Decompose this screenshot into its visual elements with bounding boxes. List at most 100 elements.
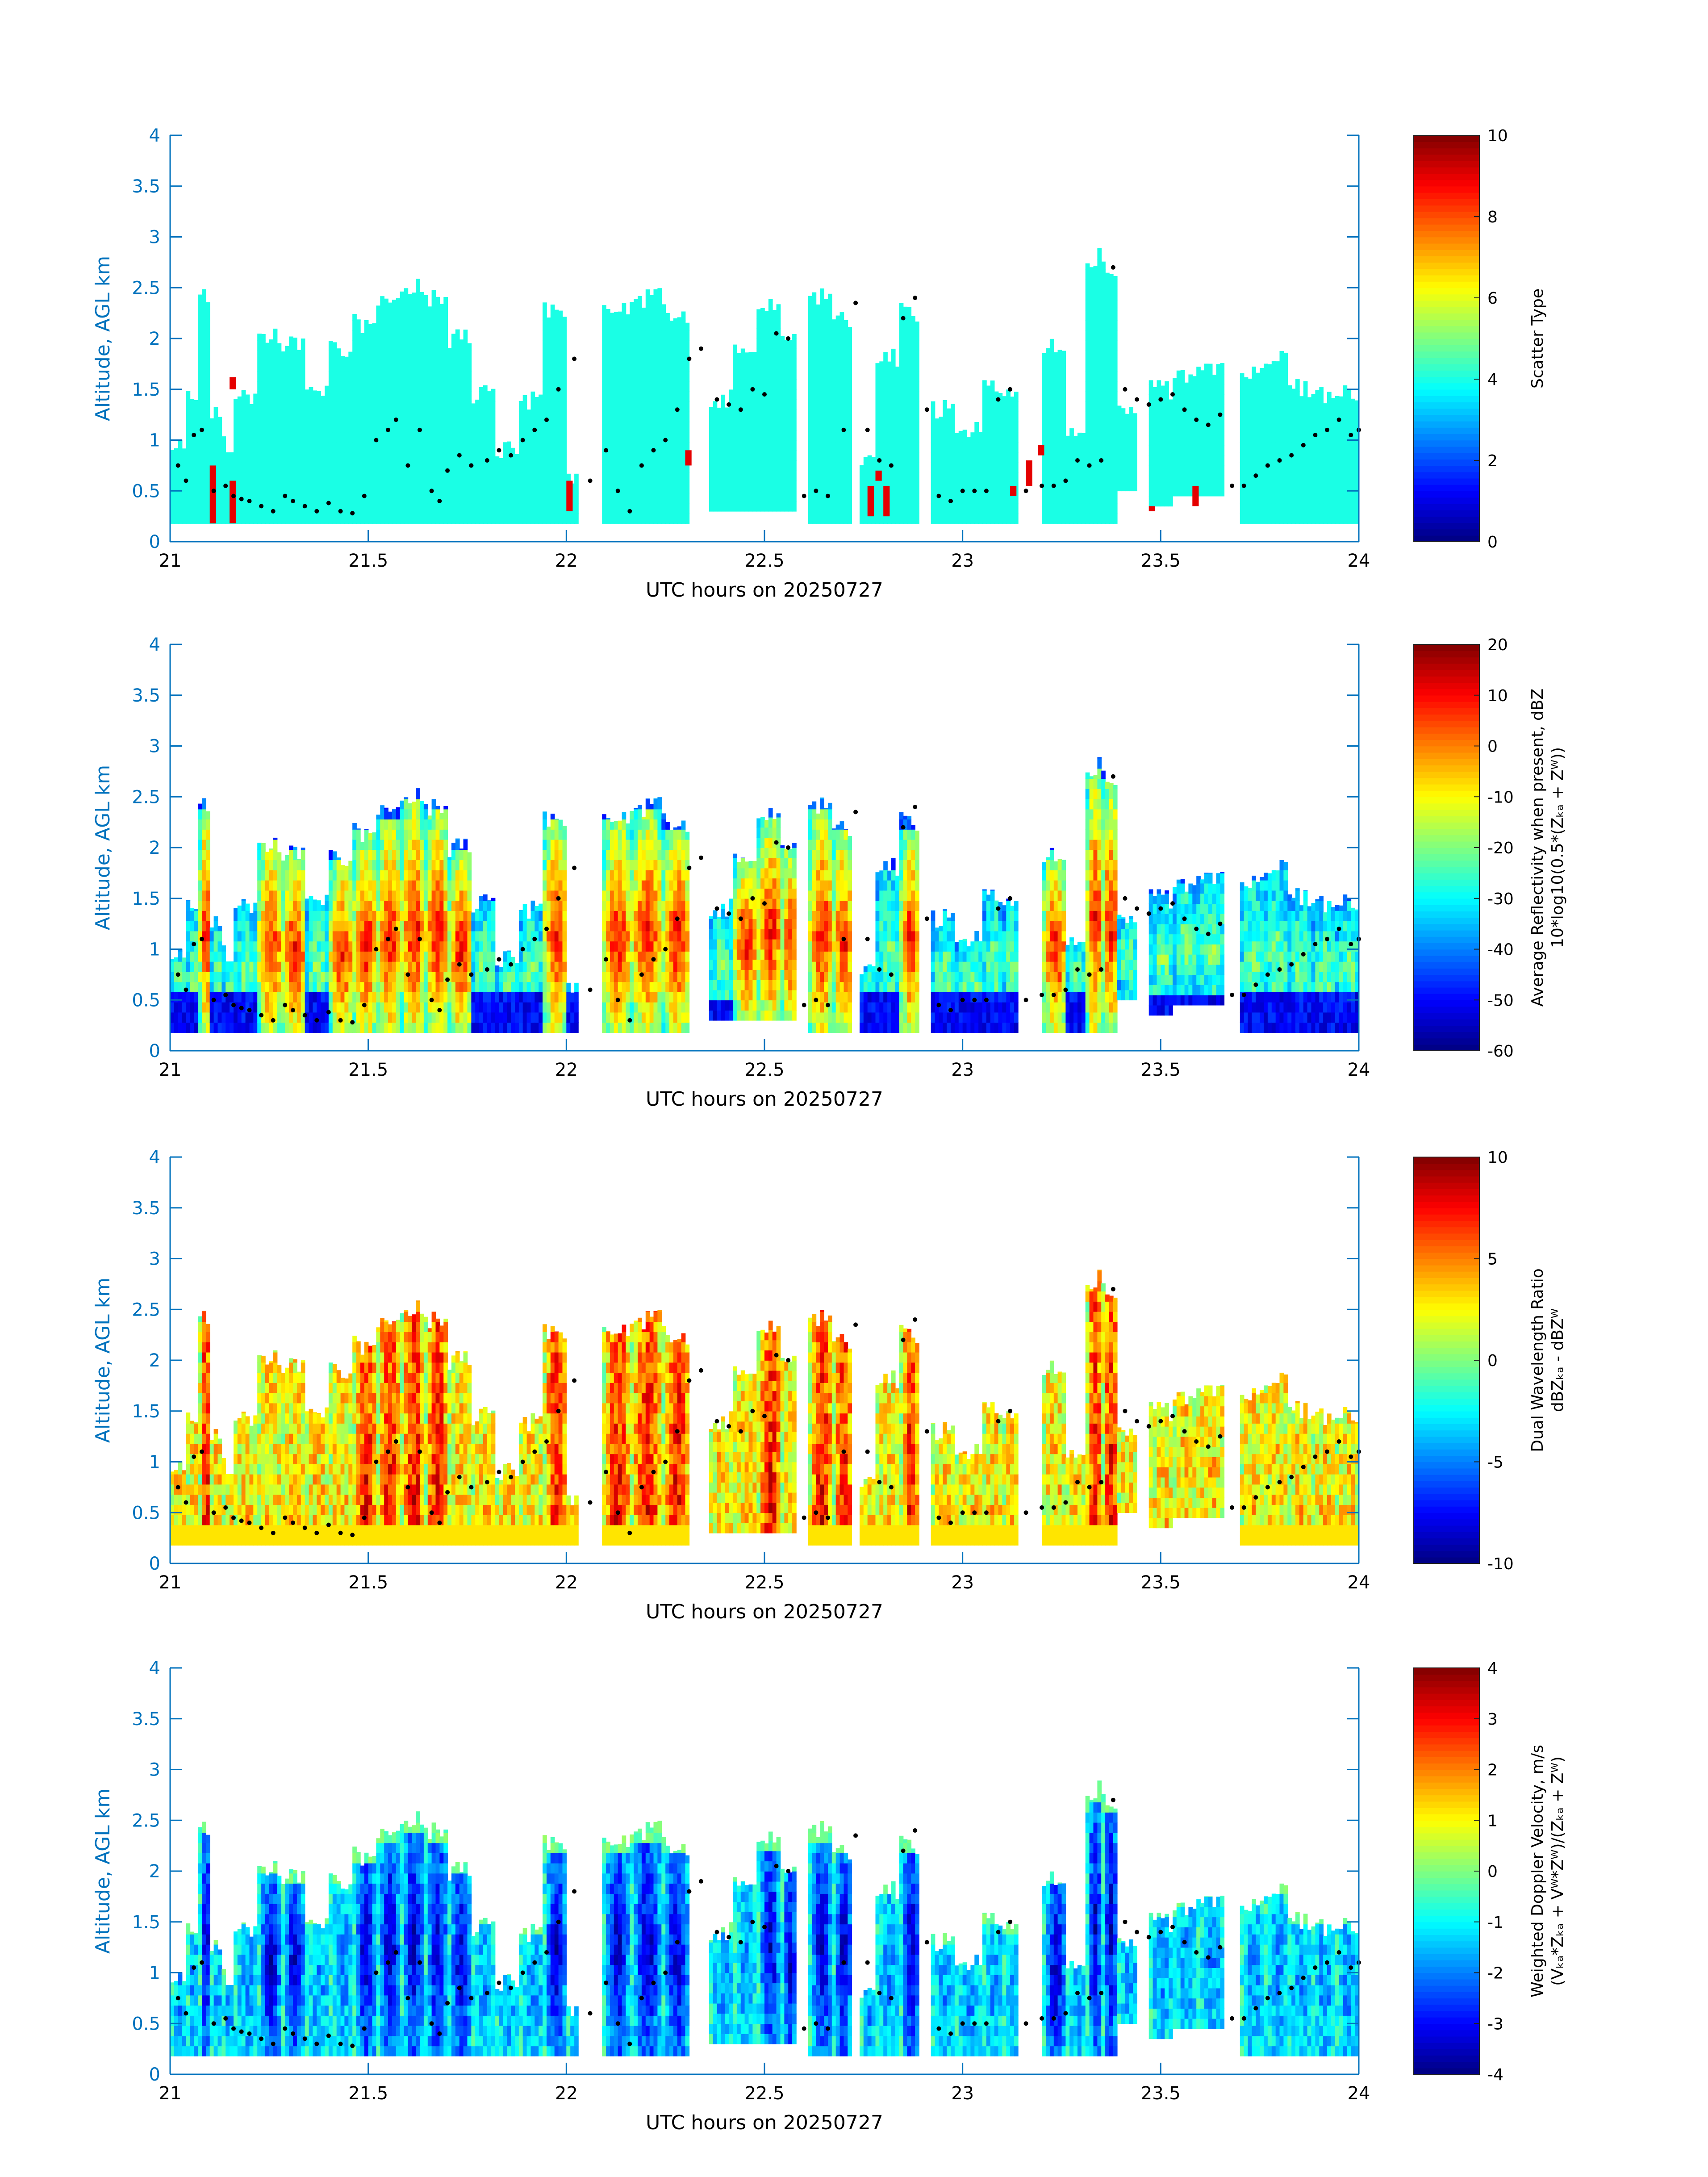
heatmap-cell xyxy=(174,513,179,524)
heatmap-cell xyxy=(943,503,947,514)
heatmap-cell xyxy=(269,463,274,473)
heatmap-cell xyxy=(507,483,511,493)
heatmap-cell xyxy=(368,330,373,341)
heatmap-cell xyxy=(257,361,262,372)
heatmap-cell xyxy=(293,513,297,524)
heatmap-cell xyxy=(657,320,662,331)
heatmap-cell xyxy=(907,412,911,422)
heatmap-cell xyxy=(1042,503,1046,514)
heatmap-cell xyxy=(230,972,234,982)
heatmap-cell xyxy=(840,341,844,351)
heatmap-cell xyxy=(911,452,915,463)
heatmap-cell xyxy=(487,391,492,402)
cloud-base-dot xyxy=(627,509,632,514)
heatmap-cell xyxy=(990,380,995,381)
heatmap-cell xyxy=(202,371,206,382)
heatmap-cell xyxy=(1347,483,1351,493)
heatmap-cell xyxy=(729,430,733,441)
heatmap-cell xyxy=(439,513,444,524)
heatmap-cell xyxy=(657,493,662,504)
heatmap-cell xyxy=(186,992,191,1003)
heatmap-cell xyxy=(1065,463,1070,473)
heatmap-cell xyxy=(479,442,484,453)
heatmap-cell xyxy=(891,422,896,433)
heatmap-cell xyxy=(646,371,650,382)
heatmap-cell xyxy=(234,972,238,982)
heatmap-cell xyxy=(321,412,325,422)
heatmap-cell xyxy=(432,381,436,392)
heatmap-cell xyxy=(206,951,210,962)
heatmap-cell xyxy=(1161,486,1165,497)
heatmap-cell xyxy=(194,961,198,972)
heatmap-cell xyxy=(218,982,222,992)
heatmap-cell xyxy=(551,513,555,524)
heatmap-cell xyxy=(372,391,377,402)
heatmap-cell xyxy=(820,361,824,372)
heatmap-cell xyxy=(788,340,793,349)
heatmap-cell xyxy=(459,432,464,443)
heatmap-cell xyxy=(812,452,817,463)
heatmap-cell xyxy=(348,371,353,382)
heatmap-cell xyxy=(1014,442,1019,453)
heatmap-cell xyxy=(273,992,278,1003)
heatmap-cell xyxy=(523,401,527,412)
heatmap-cell xyxy=(788,409,793,420)
heatmap-cell xyxy=(273,351,278,361)
heatmap-cell xyxy=(911,391,915,402)
heatmap-cell xyxy=(360,361,365,372)
heatmap-cell xyxy=(1220,394,1224,405)
heatmap-cell xyxy=(891,483,896,493)
heatmap-cell xyxy=(891,503,896,514)
heatmap-cell xyxy=(1165,415,1169,426)
heatmap-cell xyxy=(879,493,884,504)
heatmap-cell xyxy=(471,493,476,504)
heatmap-cell xyxy=(1169,415,1173,426)
heatmap-cell xyxy=(903,330,908,341)
heatmap-cell xyxy=(368,513,373,524)
colorbar-segment xyxy=(1414,497,1479,504)
heatmap-cell xyxy=(1042,391,1046,402)
heatmap-cell xyxy=(1276,381,1280,392)
heatmap-cell xyxy=(792,471,797,481)
heatmap-cell xyxy=(709,501,714,512)
heatmap-cell xyxy=(301,472,305,483)
heatmap-cell xyxy=(218,463,222,473)
cloud-base-dot xyxy=(1075,458,1080,463)
heatmap-cell xyxy=(376,305,380,310)
heatmap-cell xyxy=(539,483,543,493)
heatmap-cell xyxy=(752,460,757,471)
heatmap-cell xyxy=(186,931,191,942)
heatmap-cell xyxy=(828,432,832,443)
heatmap-cell xyxy=(269,982,274,992)
heatmap-cell xyxy=(1208,465,1213,476)
heatmap-cell xyxy=(1097,269,1102,280)
heatmap-cell xyxy=(1315,513,1320,524)
heatmap-cell xyxy=(1073,513,1078,524)
heatmap-cell xyxy=(1268,401,1272,412)
heatmap-cell xyxy=(428,391,432,402)
heatmap-cell xyxy=(1177,445,1181,456)
heatmap-cell xyxy=(1086,472,1090,483)
heatmap-cell xyxy=(574,513,579,524)
heatmap-cell xyxy=(380,330,384,341)
heatmap-cell xyxy=(221,472,226,483)
heatmap-cell xyxy=(186,900,191,911)
heatmap-cell xyxy=(261,843,266,850)
heatmap-cell xyxy=(238,911,242,921)
heatmap-cell xyxy=(495,463,500,473)
heatmap-cell xyxy=(273,513,278,524)
heatmap-cell xyxy=(443,300,448,311)
heatmap-cell xyxy=(1161,425,1165,435)
heatmap-cell xyxy=(737,440,741,451)
heatmap-cell xyxy=(455,412,460,422)
heatmap-cell xyxy=(356,452,361,463)
heatmap-cell xyxy=(198,809,202,820)
heatmap-cell xyxy=(202,412,206,422)
heatmap-cell xyxy=(630,513,634,524)
heatmap-cell xyxy=(760,338,765,349)
heatmap-cell xyxy=(202,432,206,443)
heatmap-cell xyxy=(253,931,258,942)
heatmap-cell xyxy=(451,452,456,463)
heatmap-cell xyxy=(1192,435,1197,446)
heatmap-cell xyxy=(788,420,793,430)
